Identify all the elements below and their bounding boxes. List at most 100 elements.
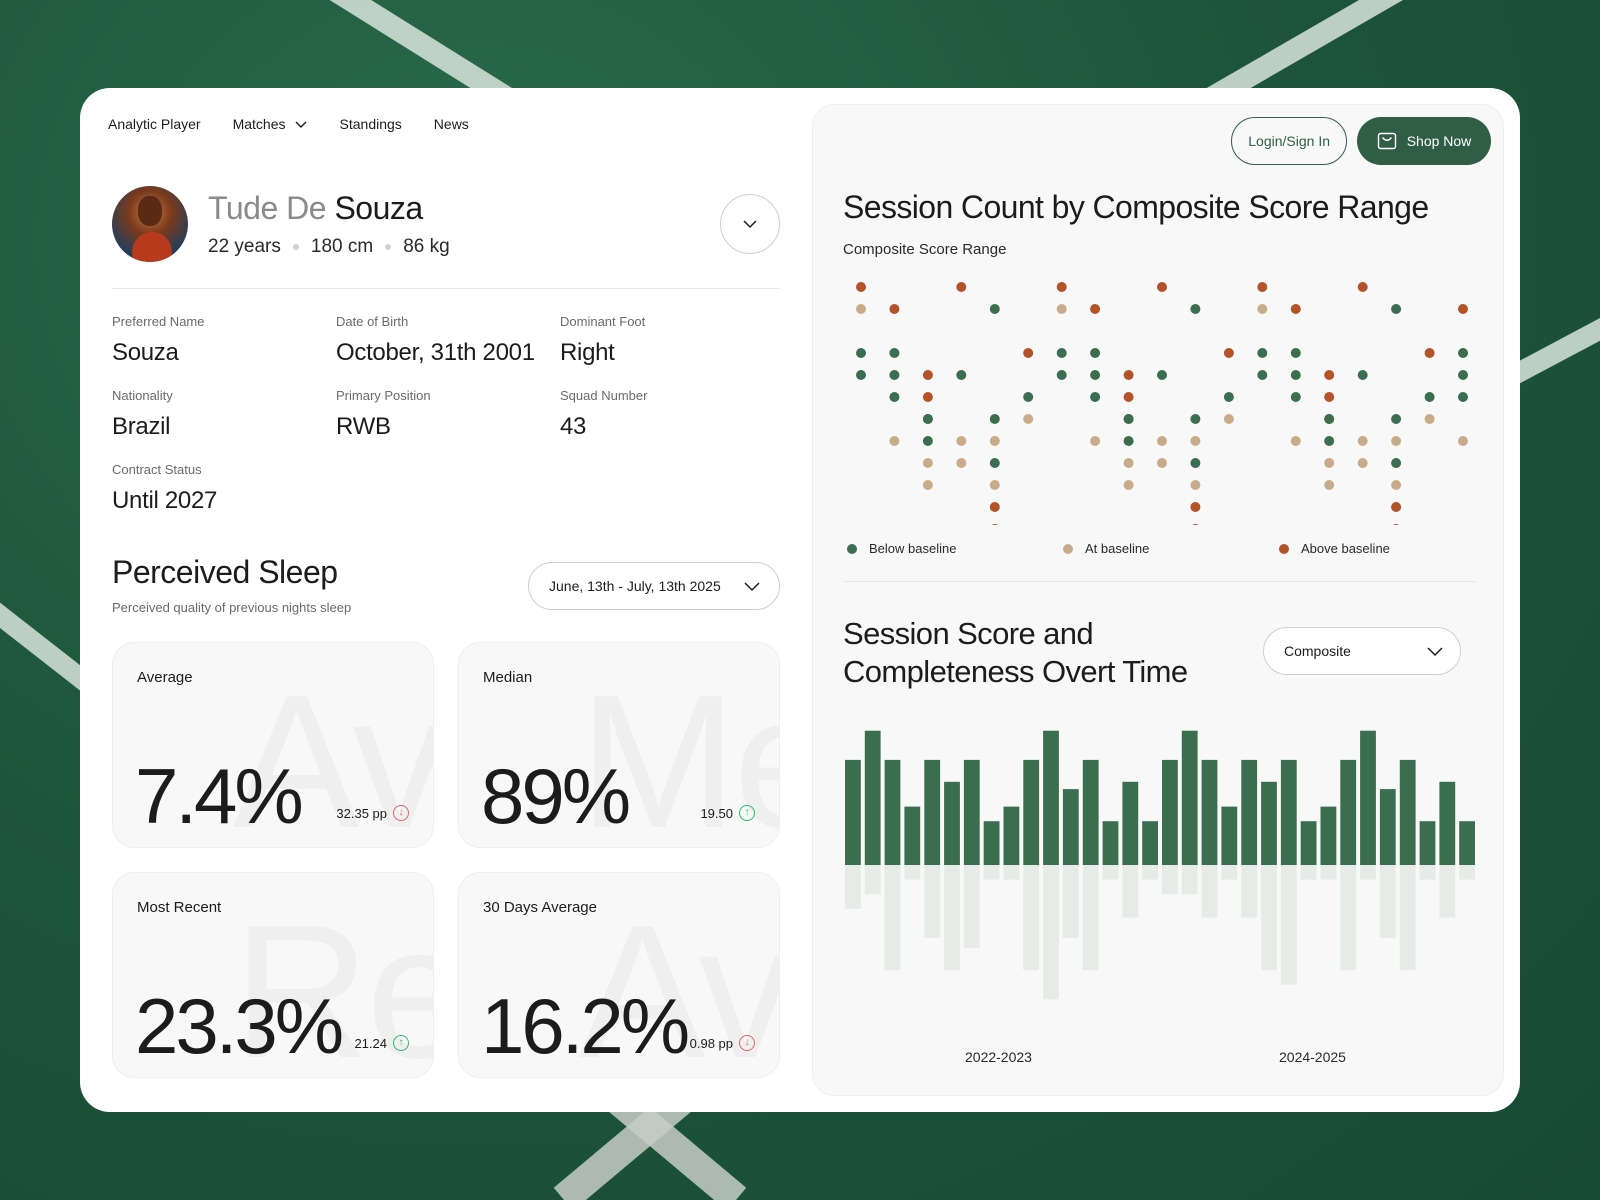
stat-value: 7.4% bbox=[135, 752, 304, 840]
chart-dot bbox=[1391, 436, 1402, 446]
field-contract-status: Contract Status Until 2027 bbox=[112, 462, 217, 515]
x-tick-label: 2022-2023 bbox=[965, 1049, 1032, 1065]
chart-dot bbox=[1458, 304, 1468, 314]
chart-dot bbox=[1223, 392, 1234, 402]
chart-dot bbox=[1123, 392, 1134, 402]
score-bar bbox=[1181, 730, 1198, 865]
chart-dot bbox=[1190, 480, 1201, 490]
chart-dot bbox=[856, 304, 866, 314]
chart-dot bbox=[922, 414, 933, 424]
score-bar bbox=[1003, 806, 1020, 865]
score-bar bbox=[1340, 759, 1357, 865]
chart-dot bbox=[1391, 502, 1402, 512]
chart-title: Session Score and Completeness Overt Tim… bbox=[843, 616, 1188, 689]
completeness-bar bbox=[1162, 865, 1178, 895]
chart-dot bbox=[1393, 524, 1400, 525]
chart-dot bbox=[1192, 524, 1199, 525]
chart-dot bbox=[1123, 480, 1134, 490]
chart-dot bbox=[1257, 282, 1268, 292]
score-bar bbox=[1201, 759, 1218, 865]
stat-card-average: Ave Average 7.4% 32.35 pp ↓ bbox=[112, 642, 434, 848]
chart-dot bbox=[1458, 392, 1468, 402]
stat-title: Most Recent bbox=[137, 899, 222, 916]
dashboard-card: Analytic Player Matches Standings News T… bbox=[80, 88, 1520, 1112]
field-value: Brazil bbox=[112, 413, 171, 440]
completeness-bar bbox=[924, 865, 941, 938]
completeness-bar bbox=[963, 865, 980, 949]
chart-dot bbox=[1290, 304, 1301, 314]
chart-dot bbox=[1391, 304, 1402, 314]
stat-delta: 32.35 pp ↓ bbox=[336, 805, 409, 821]
completeness-bar bbox=[983, 865, 1000, 880]
score-bar bbox=[1379, 789, 1396, 865]
completeness-bar bbox=[1023, 865, 1040, 971]
completeness-bar bbox=[864, 865, 881, 895]
nav-news[interactable]: News bbox=[433, 116, 469, 132]
completeness-bar bbox=[1122, 865, 1139, 918]
legend-item: Above baseline bbox=[1279, 541, 1390, 556]
metric-select[interactable]: Composite bbox=[1263, 627, 1461, 675]
chart-dot bbox=[1458, 370, 1468, 380]
chart-dot bbox=[922, 370, 933, 380]
chart-dot bbox=[1324, 458, 1335, 468]
field-label: Preferred Name bbox=[112, 314, 205, 329]
completeness-bar bbox=[1439, 865, 1456, 918]
chart-dot bbox=[1157, 282, 1167, 292]
dot-strip-chart bbox=[856, 282, 1468, 525]
completeness-bar bbox=[1399, 865, 1416, 971]
chart-dot bbox=[1324, 480, 1335, 490]
chart-dot bbox=[1223, 414, 1234, 424]
chart-dot bbox=[1157, 458, 1167, 468]
field-label: Dominant Foot bbox=[560, 314, 646, 329]
stat-delta-value: 0.98 pp bbox=[689, 1035, 733, 1051]
score-bar bbox=[1062, 789, 1079, 865]
date-range-value: June, 13th - July, 13th 2025 bbox=[549, 578, 721, 594]
chart-dot bbox=[922, 458, 933, 468]
chart-dot bbox=[1357, 282, 1368, 292]
chart-dot bbox=[1056, 304, 1067, 314]
arrow-up-icon: ↑ bbox=[739, 805, 755, 821]
chart-title: Session Count by Composite Score Range bbox=[843, 189, 1429, 225]
nav-matches[interactable]: Matches bbox=[233, 116, 308, 132]
chart-dot bbox=[1090, 392, 1101, 402]
nav-brand[interactable]: Analytic Player bbox=[108, 116, 201, 132]
stat-value: 23.3% bbox=[135, 982, 344, 1070]
score-bar bbox=[1122, 781, 1139, 865]
chart-dot bbox=[956, 458, 967, 468]
chart-dot bbox=[1056, 282, 1067, 292]
login-button[interactable]: Login/Sign In bbox=[1231, 117, 1347, 165]
legend-item: Below baseline bbox=[847, 541, 956, 556]
chart-dot bbox=[1290, 370, 1301, 380]
date-range-select[interactable]: June, 13th - July, 13th 2025 bbox=[528, 562, 780, 610]
chart-dot bbox=[1023, 392, 1034, 402]
score-bar bbox=[1320, 806, 1337, 865]
nav-standings[interactable]: Standings bbox=[339, 116, 402, 132]
score-bar bbox=[1162, 759, 1178, 865]
expand-profile-button[interactable] bbox=[720, 194, 780, 254]
chart-dot bbox=[1190, 502, 1201, 512]
field-value: Until 2027 bbox=[112, 487, 218, 514]
player-stats: 22 years 180 cm 86 kg bbox=[208, 236, 450, 258]
chart-dot bbox=[1357, 458, 1368, 468]
field-squad-number: Squad Number 43 bbox=[560, 388, 647, 441]
player-height: 180 cm bbox=[310, 236, 374, 257]
stat-title: Median bbox=[483, 669, 533, 686]
chart-dot bbox=[1123, 370, 1134, 380]
chart-dot bbox=[1424, 414, 1435, 424]
score-bar bbox=[1439, 781, 1456, 865]
stat-delta-value: 21.24 bbox=[354, 1035, 387, 1051]
chart-dot bbox=[1391, 458, 1402, 468]
chart-dot bbox=[1157, 436, 1167, 446]
chart-dot bbox=[1123, 414, 1134, 424]
completeness-bar bbox=[845, 865, 861, 909]
chart-dot bbox=[1424, 348, 1435, 358]
shop-now-button[interactable]: Shop Now bbox=[1357, 117, 1491, 165]
chart-dot bbox=[991, 524, 998, 525]
chart-dot bbox=[1458, 436, 1468, 446]
chevron-down-icon bbox=[744, 582, 760, 592]
score-bar bbox=[1102, 821, 1119, 865]
field-nationality: Nationality Brazil bbox=[112, 388, 173, 441]
section-title: Perceived Sleep bbox=[112, 554, 338, 590]
completeness-bar bbox=[1379, 865, 1396, 938]
chart-dot bbox=[1324, 370, 1335, 380]
